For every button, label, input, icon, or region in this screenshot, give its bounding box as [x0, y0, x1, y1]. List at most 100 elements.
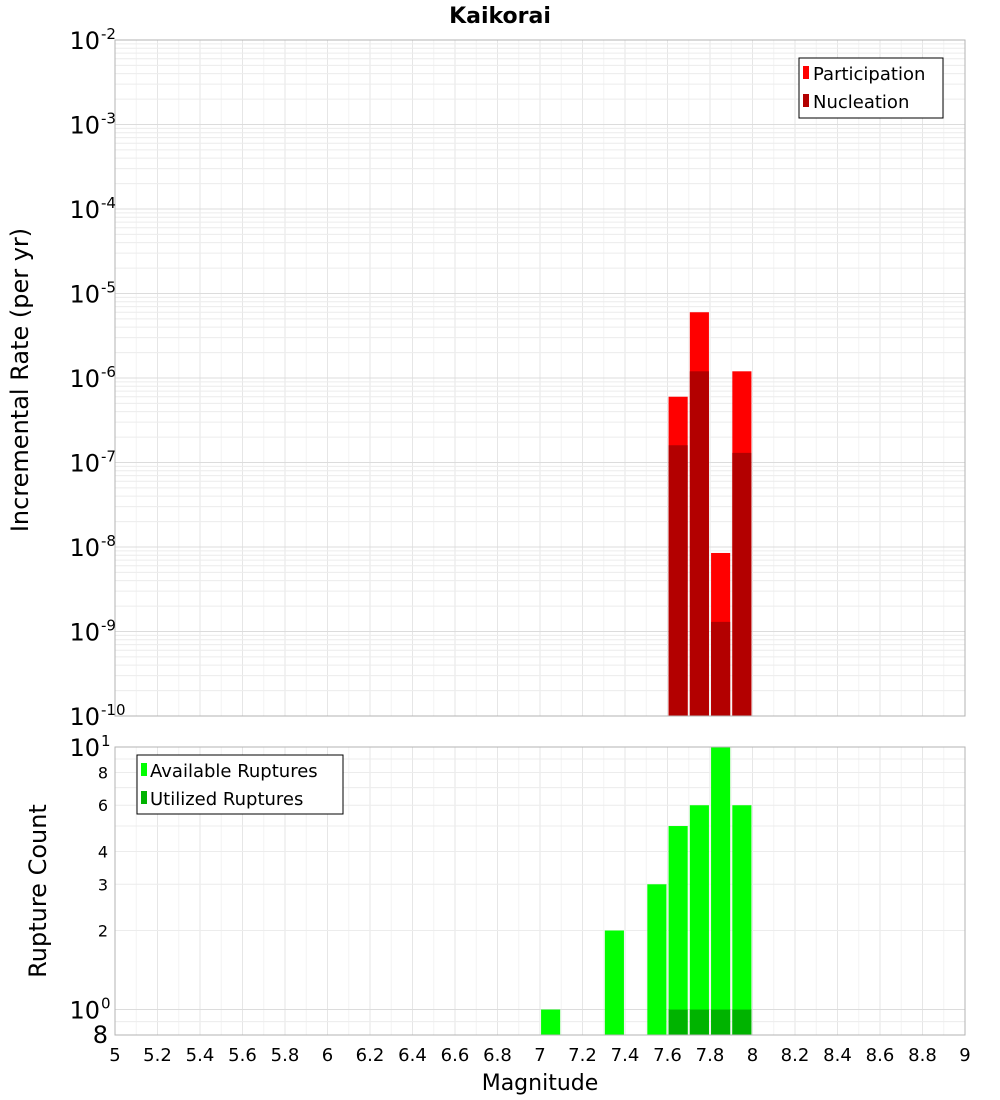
top-y-tick-exponent: -4 [101, 194, 116, 212]
top-y-tick-label: 10 -5 [69, 279, 116, 309]
bottom-bar-available-ruptures [668, 826, 688, 1035]
x-tick-label: 8.4 [823, 1045, 852, 1066]
x-tick-label: 6.8 [483, 1045, 512, 1066]
top-y-tick-exponent: -2 [101, 25, 116, 43]
legend-swatch-available-ruptures [141, 763, 147, 776]
top-y-tick-label: 10 -2 [69, 25, 116, 55]
x-tick-label: 7.6 [653, 1045, 682, 1066]
top-y-axis-label: Incremental Rate (per yr) [6, 228, 34, 532]
bottom-y-tick-base: 10 [69, 734, 100, 762]
bottom-bar-available-ruptures [732, 805, 752, 1035]
top-plot-grid [114, 40, 966, 717]
x-tick-label: 5 [109, 1045, 120, 1066]
bottom-y-minor-tick-label: 6 [98, 796, 108, 815]
top-legend-box [798, 57, 944, 119]
top-y-axis-ticks: 10-210-310-410-510-610-710-810-910-10 [69, 25, 125, 731]
top-y-tick-label: 10 -10 [69, 701, 125, 731]
top-bar-nucleation [668, 445, 688, 716]
x-tick-label: 6.2 [356, 1045, 385, 1066]
top-y-tick-exponent: -3 [101, 110, 116, 128]
x-tick-label: 6.6 [441, 1045, 470, 1066]
bottom-y-axis-label: Rupture Count [24, 804, 52, 978]
x-tick-label: 8.6 [866, 1045, 895, 1066]
bottom-bar-utilized-ruptures [668, 1009, 688, 1035]
x-tick-label: 6 [322, 1045, 333, 1066]
top-bar-nucleation [711, 621, 731, 716]
bottom-bar-available-ruptures [541, 1009, 561, 1035]
top-plot-panel: 10-210-310-410-510-610-710-810-910-10 In… [6, 25, 966, 731]
top-y-tick-exponent: -5 [101, 279, 116, 297]
x-tick-label: 5.8 [271, 1045, 300, 1066]
bottom-y-minor-tick-label: 8 [98, 763, 108, 782]
bottom-y-tick-label: 10 1 [69, 732, 110, 762]
top-y-tick-base: 10 [69, 365, 100, 393]
x-tick-label: 8 [747, 1045, 758, 1066]
legend-swatch-nucleation [803, 94, 809, 107]
legend-label-nucleation: Nucleation [813, 92, 909, 113]
x-axis-label: Magnitude [482, 1071, 599, 1096]
top-y-tick-exponent: -7 [101, 448, 116, 466]
chart-title: Kaikorai [449, 4, 551, 29]
top-legend: Participation Nucleation [798, 57, 944, 119]
bottom-bar-available-ruptures [689, 805, 709, 1035]
bottom-y-minor-tick-label: 3 [98, 875, 108, 894]
x-tick-label: 8.8 [908, 1045, 937, 1066]
bottom-bar-utilized-ruptures [689, 1009, 709, 1035]
bottom-plot-bars [541, 747, 752, 1035]
top-plot-frame [114, 39, 966, 717]
top-bar-nucleation [689, 371, 709, 716]
x-tick-label: 9 [959, 1045, 970, 1066]
top-y-tick-exponent: -8 [101, 532, 116, 550]
legend-swatch-utilized-ruptures [141, 791, 147, 804]
top-bar-nucleation [732, 452, 752, 716]
x-tick-label: 7.8 [696, 1045, 725, 1066]
bottom-plot-frame [114, 746, 966, 1036]
top-y-tick-label: 10 -6 [69, 363, 116, 393]
x-tick-label: 7.2 [568, 1045, 597, 1066]
x-tick-label: 5.2 [143, 1045, 172, 1066]
top-y-tick-label: 10 -9 [69, 617, 116, 647]
top-y-tick-base: 10 [69, 281, 100, 309]
bottom-bar-available-ruptures [647, 884, 667, 1035]
top-y-tick-exponent: -6 [101, 363, 116, 381]
bottom-bar-available-ruptures [604, 930, 624, 1035]
legend-label-utilized-ruptures: Utilized Ruptures [150, 789, 303, 810]
bottom-y-tick-base: 10 [69, 997, 100, 1025]
top-y-tick-base: 10 [69, 450, 100, 478]
x-axis-ticks: 5 5.2 5.4 5.6 5.8 6 6.2 6.4 6.6 6.8 7 7.2 7.4 7.6 7.8 8… [109, 1045, 970, 1066]
top-y-tick-label: 10 -3 [69, 110, 116, 140]
legend-swatch-participation [803, 66, 809, 79]
bottom-legend-box [136, 754, 344, 815]
x-tick-label: 6.4 [398, 1045, 427, 1066]
bottom-y-edge-tick-label: 8 [93, 1021, 108, 1049]
bottom-y-tick-exponent: 0 [101, 995, 111, 1013]
x-tick-label: 5.6 [228, 1045, 257, 1066]
legend-label-participation: Participation [813, 64, 925, 85]
top-y-tick-exponent: -10 [101, 701, 126, 719]
x-tick-label: 7.4 [611, 1045, 640, 1066]
top-y-tick-label: 10 -4 [69, 194, 116, 224]
bottom-y-minor-tick-label: 2 [98, 922, 108, 941]
top-y-tick-exponent: -9 [101, 617, 116, 635]
legend-label-available-ruptures: Available Ruptures [150, 761, 318, 782]
top-y-tick-base: 10 [69, 703, 100, 731]
top-y-tick-base: 10 [69, 112, 100, 140]
bottom-legend: Available Ruptures Utilized Ruptures [136, 754, 344, 815]
bottom-bar-utilized-ruptures [711, 1009, 731, 1035]
top-y-tick-label: 10 -8 [69, 532, 116, 562]
x-tick-label: 5.4 [186, 1045, 215, 1066]
top-y-tick-base: 10 [69, 196, 100, 224]
x-tick-label: 7 [534, 1045, 545, 1066]
bottom-y-tick-exponent: 1 [101, 732, 111, 750]
bottom-bar-utilized-ruptures [732, 1009, 752, 1035]
bottom-y-minor-tick-label: 4 [98, 842, 108, 861]
x-tick-label: 8.2 [781, 1045, 810, 1066]
top-plot-bars [668, 312, 752, 716]
top-y-tick-label: 10 -7 [69, 448, 116, 478]
bottom-y-tick-label: 10 0 [69, 995, 110, 1025]
top-y-tick-base: 10 [69, 619, 100, 647]
top-y-tick-base: 10 [69, 27, 100, 55]
